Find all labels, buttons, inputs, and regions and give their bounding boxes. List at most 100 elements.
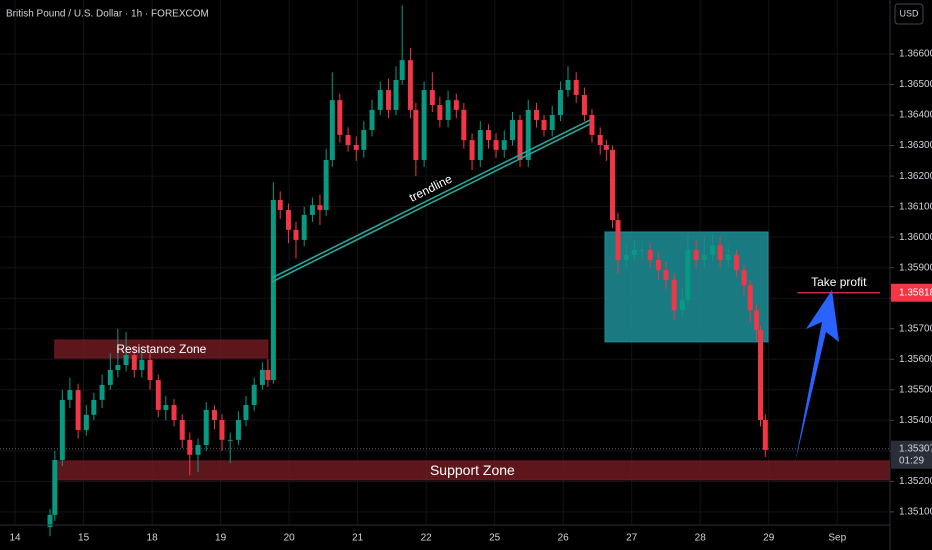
candle-body: [603, 144, 609, 150]
candle-body: [139, 359, 145, 370]
x-tick-label: 15: [78, 533, 90, 544]
candle-body: [701, 254, 707, 261]
x-tick-label: Sep: [828, 533, 846, 544]
candle-body: [353, 144, 359, 150]
x-tick-label: 18: [147, 533, 159, 544]
candle-body: [517, 119, 523, 160]
candle-body: [597, 134, 603, 145]
candle-body: [741, 270, 747, 286]
candle-body: [361, 130, 367, 150]
y-tick-label: 1.36500: [899, 79, 932, 90]
candle-body: [461, 109, 467, 141]
candle-body: [385, 90, 391, 110]
candle-body: [710, 245, 716, 255]
candle-body: [573, 79, 579, 95]
candle-body: [123, 354, 129, 366]
candle-body: [647, 249, 653, 261]
candle-body: [581, 94, 587, 116]
candle-body: [725, 254, 731, 261]
candle-body: [655, 260, 661, 271]
candle-body: [147, 359, 153, 381]
candle-body: [219, 420, 225, 440]
candle-body: [155, 380, 161, 410]
candle-body: [525, 109, 531, 160]
zone-label: Support Zone: [430, 462, 515, 478]
y-tick-label: 1.36100: [899, 201, 932, 212]
candle-body: [589, 115, 595, 135]
chart-title: British Pound / U.S. Dollar · 1h · FOREX…: [6, 9, 209, 20]
candle-body: [565, 79, 571, 91]
candle-body: [227, 439, 233, 441]
trendline: [271, 119, 591, 279]
candle-body: [610, 149, 616, 221]
candle-body: [437, 105, 443, 120]
last-price: 1.35307: [899, 443, 932, 454]
candle-body: [52, 459, 58, 515]
candle-body: [509, 119, 515, 141]
candle-body: [243, 405, 249, 420]
candle-body: [407, 60, 413, 110]
candle-body: [203, 409, 209, 446]
candle-body: [623, 254, 629, 261]
candle-body: [301, 214, 307, 240]
candle-body: [187, 439, 193, 455]
candle-body: [235, 420, 241, 440]
candle-body: [369, 109, 375, 131]
candle-body: [293, 229, 299, 240]
candle-body: [251, 384, 257, 406]
x-tick-label: 27: [626, 533, 638, 544]
candle-body: [693, 249, 699, 261]
y-tick-label: 1.35900: [899, 262, 932, 273]
candle-body: [685, 249, 691, 301]
y-tick-label: 1.35100: [899, 507, 932, 518]
candle-body: [171, 405, 177, 420]
candle-body: [493, 140, 499, 150]
candle-body: [195, 445, 201, 455]
candle-body: [762, 420, 768, 450]
candle-body: [131, 354, 137, 370]
zone: [54, 339, 269, 359]
candle-body: [115, 365, 121, 370]
candle-body: [83, 414, 89, 431]
countdown: 01:29: [899, 455, 924, 466]
candle-body: [758, 329, 764, 420]
x-tick-label: 20: [284, 533, 296, 544]
candle-body: [413, 109, 419, 160]
x-tick-label: 21: [352, 533, 364, 544]
candle-body: [259, 369, 265, 385]
arrow: [795, 290, 839, 463]
y-tick-label: 1.36400: [899, 110, 932, 121]
x-tick-label: 19: [215, 533, 227, 544]
candle-body: [163, 405, 169, 410]
y-tick-label: 1.35200: [899, 476, 932, 487]
candle-body: [663, 270, 669, 280]
take-profit-label: Take profit: [811, 275, 867, 289]
candle-body: [345, 134, 351, 145]
candle-body: [179, 420, 185, 440]
candle-body: [671, 279, 677, 311]
y-tick-label: 1.35400: [899, 415, 932, 426]
trendline: [271, 123, 591, 283]
y-tick-label: 1.36600: [899, 49, 932, 60]
candle-body: [453, 100, 459, 110]
take-profit-price: 1.35818: [899, 287, 932, 298]
x-tick-label: 26: [558, 533, 570, 544]
candle-body: [501, 140, 507, 150]
candle-body: [631, 249, 637, 255]
candle-body: [486, 130, 492, 141]
candle-body: [99, 384, 105, 400]
candle-body: [377, 90, 383, 110]
candle-body: [469, 140, 475, 160]
y-tick-label: 1.35700: [899, 323, 932, 334]
candle-body: [270, 199, 276, 381]
candle-body: [75, 390, 81, 431]
candle-body: [717, 245, 723, 261]
y-tick-label: 1.36200: [899, 171, 932, 182]
x-tick-label: 22: [421, 533, 433, 544]
candle-body: [533, 109, 539, 120]
candle-body: [329, 100, 335, 160]
y-tick-label: 1.35600: [899, 354, 932, 365]
candles: [47, 5, 768, 537]
candle-body: [317, 205, 323, 210]
